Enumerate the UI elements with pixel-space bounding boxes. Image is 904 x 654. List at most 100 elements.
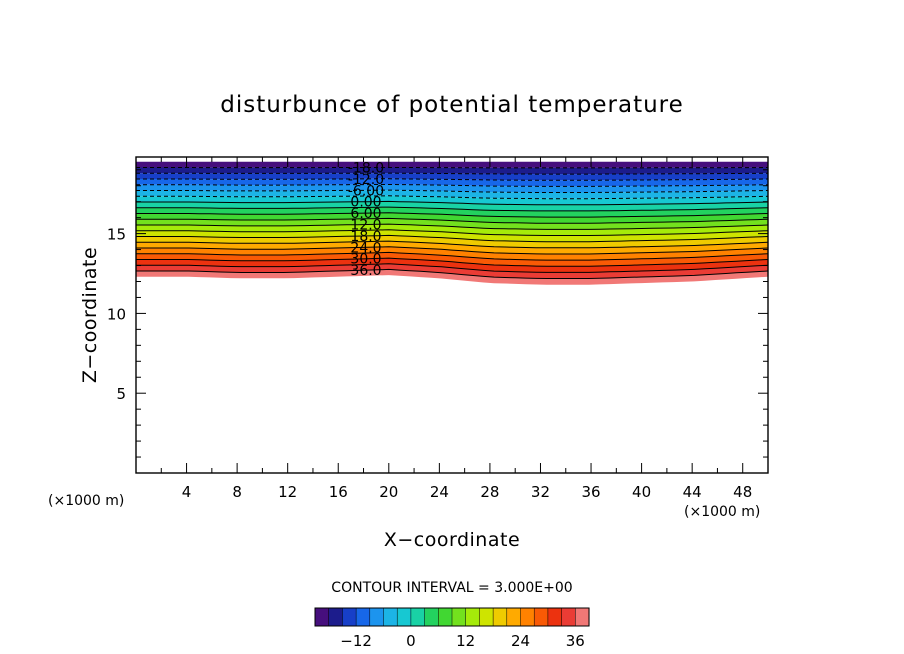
colorbar-swatch: [506, 607, 522, 627]
contour-line: [136, 251, 769, 261]
colorbar-swatch: [410, 607, 426, 627]
contour-band: [136, 161, 768, 168]
x-tick-label: 12: [278, 483, 297, 501]
contour-band: [136, 258, 768, 273]
x-tick-label: 20: [379, 483, 398, 501]
y-tick-label: 5: [116, 385, 126, 403]
contour-line: [136, 217, 769, 224]
contour-band: [136, 246, 768, 261]
contour-bands: [136, 161, 768, 285]
contour-line: [136, 200, 769, 206]
colorbar-swatch: [451, 607, 467, 627]
colorbar-swatch: [520, 607, 535, 627]
contour-line: [136, 234, 769, 243]
colorbar: −12 0 12 24 36: [314, 607, 590, 650]
contour-band: [136, 184, 768, 193]
contour-label: 30.0: [350, 252, 381, 268]
x-unit-label-left: (×1000 m): [48, 493, 124, 509]
chart-title: disturbunce of potential temperature: [220, 92, 684, 118]
contour-line: [136, 268, 769, 279]
contour-band: [136, 167, 768, 175]
x-tick-label: 32: [531, 483, 550, 501]
colorbar-frame: [314, 607, 590, 627]
x-tick-label: 16: [329, 483, 348, 501]
colorbar-swatch: [465, 607, 480, 627]
colorbar-tick-label: 0: [406, 632, 416, 650]
contour-line: [136, 206, 769, 212]
contour-band: [136, 173, 768, 181]
x-tick-label: 28: [480, 483, 499, 501]
colorbar-swatch: [492, 607, 508, 627]
contour-band: [136, 269, 768, 285]
contour-line: [136, 178, 769, 181]
contour-line: [136, 172, 768, 175]
contour-line: [136, 240, 769, 249]
colorbar-ticks: −12 0 12 24 36: [340, 632, 585, 650]
colorbar-tick-label: 12: [456, 632, 475, 650]
colorbar-swatch: [575, 607, 590, 627]
contour-line: [136, 223, 769, 230]
colorbar-swatch: [479, 607, 494, 627]
colorbar-swatch: [355, 607, 371, 627]
x-tick-label: 44: [683, 483, 702, 501]
contour-band: [136, 252, 768, 267]
colorbar-swatch: [533, 607, 549, 627]
contour-line: [136, 263, 769, 273]
contour-band: [136, 224, 768, 236]
colorbar-swatch: [547, 607, 563, 627]
x-tick-label: 36: [581, 483, 600, 501]
colorbar-swatch: [369, 607, 385, 627]
colorbar-tick-label: −12: [340, 632, 372, 650]
contour-line: [136, 189, 769, 193]
x-axis-ticks: 4 8 12 16 20 24 28 32 36 40 44 48: [160, 157, 752, 501]
contour-line: [136, 195, 769, 200]
colorbar-swatch: [561, 607, 576, 627]
contour-label: 6.00: [350, 206, 381, 222]
plot-area: -18.0-12.0-6.000.006.0012.018.024.030.03…: [107, 156, 769, 501]
colorbar-swatch: [328, 607, 343, 627]
x-tick-label: 24: [430, 483, 449, 501]
contour-line: [136, 246, 769, 255]
colorbar-swatches: [314, 607, 590, 627]
x-tick-label: 8: [232, 483, 242, 501]
y-tick-label: 10: [107, 305, 126, 323]
contour-band: [136, 235, 768, 248]
colorbar-swatch: [396, 607, 412, 627]
contour-label: 0.00: [350, 195, 381, 211]
contour-band: [136, 212, 768, 224]
colorbar-swatch: [438, 607, 453, 627]
contour-label: -6.00: [348, 183, 384, 199]
contour-line: [136, 184, 769, 187]
contour-band: [136, 218, 768, 230]
x-tick-label: 4: [182, 483, 192, 501]
contour-label: 18.0: [350, 229, 381, 245]
x-axis-label: X−coordinate: [384, 529, 520, 551]
y-tick-label: 15: [107, 226, 126, 244]
x-unit-label-right: (×1000 m): [684, 504, 760, 520]
y-axis-label: Z−coordinate: [79, 247, 101, 383]
contour-band: [136, 201, 768, 211]
contour-line: [136, 229, 769, 236]
contour-interval-label: CONTOUR INTERVAL = 3.000E+00: [331, 580, 572, 596]
x-tick-label: 40: [632, 483, 651, 501]
colorbar-tick-label: 36: [566, 632, 585, 650]
contour-label: 24.0: [350, 240, 381, 256]
contour-line: [136, 257, 769, 267]
contour-band: [136, 229, 768, 242]
contour-labels: -18.0-12.0-6.000.006.0012.018.024.030.03…: [348, 161, 384, 280]
contour-band: [136, 241, 768, 254]
x-tick-label: 48: [733, 483, 752, 501]
contour-band: [136, 263, 768, 279]
colorbar-tick-label: 24: [511, 632, 530, 650]
contour-band: [136, 190, 768, 199]
contour-band: [136, 195, 768, 205]
contour-lines: [136, 167, 769, 279]
colorbar-swatch: [342, 607, 357, 627]
colorbar-swatch: [383, 607, 398, 627]
contour-line: [136, 212, 769, 218]
contour-band: [136, 178, 768, 187]
colorbar-swatch: [314, 607, 330, 627]
plot-frame: [135, 156, 769, 474]
contour-band: [136, 207, 768, 218]
